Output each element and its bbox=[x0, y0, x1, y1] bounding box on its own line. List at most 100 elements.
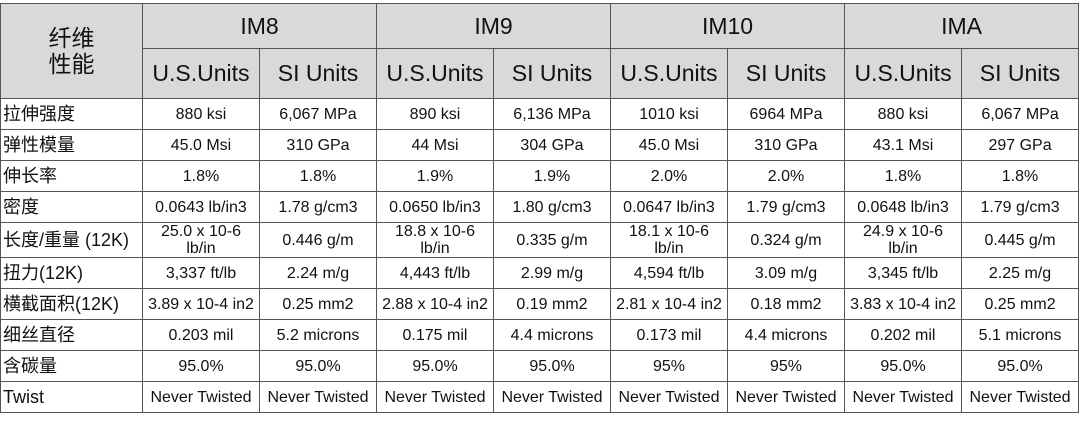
cell: 1.79 g/cm3 bbox=[726, 191, 846, 223]
unit-header: SI Units bbox=[493, 48, 611, 99]
cell: 0.173 mil bbox=[610, 319, 728, 351]
cell: 95.0% bbox=[493, 350, 611, 382]
data-row: 细丝直径 0.203 mil 5.2 microns 0.175 mil 4.4 mic… bbox=[0, 319, 1080, 351]
cell: 0.18 mm2 bbox=[726, 288, 846, 320]
cell: Never Twisted bbox=[961, 381, 1080, 413]
row-label: 细丝直径 bbox=[0, 319, 143, 351]
cell: 0.324 g/m bbox=[726, 222, 846, 258]
cell: 95% bbox=[726, 350, 846, 382]
cell: 4,594 ft/lb bbox=[610, 257, 728, 289]
data-row: 伸长率 1.8% 1.8% 1.9% 1.9% 2.0% 2.0% 1.8% 1.8% bbox=[0, 160, 1080, 192]
fiber-name: IM9 bbox=[376, 3, 611, 49]
cell: 95.0% bbox=[259, 350, 377, 382]
cell: 5.2 microns bbox=[259, 319, 377, 351]
cell: 0.445 g/m bbox=[961, 222, 1080, 258]
cell: 2.99 m/g bbox=[493, 257, 611, 289]
unit-header: SI Units bbox=[259, 48, 377, 99]
cell: 6,067 MPa bbox=[259, 98, 377, 130]
cell: 95.0% bbox=[376, 350, 494, 382]
table-header: 纤维 性能 IM8 IM9 IM10 IMA U.S.Units SI Units U.S.Un… bbox=[0, 3, 1080, 99]
property-header: 纤维 性能 bbox=[0, 3, 143, 99]
cell: Never Twisted bbox=[844, 381, 963, 413]
cell: 1.9% bbox=[493, 160, 611, 192]
cell: 304 GPa bbox=[493, 129, 611, 161]
fiber-name: IM10 bbox=[609, 3, 846, 49]
data-row: 横截面积(12K) 3.89 x 10-4 in2 0.25 mm2 2.88 x 1… bbox=[0, 288, 1080, 320]
row-label: 扭力(12K) bbox=[0, 257, 143, 289]
cell: 1.8% bbox=[259, 160, 377, 192]
cell: 3,345 ft/lb bbox=[844, 257, 963, 289]
unit-header: SI Units bbox=[961, 48, 1080, 99]
cell: 310 GPa bbox=[726, 129, 846, 161]
cell: Never Twisted bbox=[376, 381, 494, 413]
property-header-line: 性能 bbox=[48, 51, 95, 77]
cell: 1.80 g/cm3 bbox=[493, 191, 611, 223]
cell: 0.0643 lb/in3 bbox=[142, 191, 260, 223]
unit-header: U.S.Units bbox=[610, 48, 728, 99]
data-row: 弹性模量 45.0 Msi 310 GPa 44 Msi 304 GPa 45.0 Msi… bbox=[0, 129, 1080, 161]
row-label: 横截面积(12K) bbox=[0, 288, 143, 320]
fiber-name: IM8 bbox=[142, 3, 377, 49]
cell: 3.09 m/g bbox=[726, 257, 846, 289]
cell: 890 ksi bbox=[376, 98, 494, 130]
cell: 1.8% bbox=[142, 160, 260, 192]
fiber-name: IMA bbox=[844, 3, 1080, 49]
cell: 310 GPa bbox=[259, 129, 377, 161]
cell: Never Twisted bbox=[493, 381, 611, 413]
cell: 1.79 g/cm3 bbox=[961, 191, 1080, 223]
row-label: 密度 bbox=[0, 191, 143, 223]
cell: 18.1 x 10-6 lb/in bbox=[610, 222, 728, 258]
cell: 95.0% bbox=[961, 350, 1080, 382]
unit-header: U.S.Units bbox=[142, 48, 260, 99]
page: {"table": { "property_label": ["纤维", "性能… bbox=[0, 3, 1080, 428]
data-row: 密度 0.0643 lb/in3 1.78 g/cm3 0.0650 lb/in3 1.… bbox=[0, 191, 1080, 223]
row-label: 长度/重量 (12K) bbox=[0, 222, 143, 258]
cell: 1.8% bbox=[844, 160, 963, 192]
cell: 0.0650 lb/in3 bbox=[376, 191, 494, 223]
units-row: U.S.Units SI Units U.S.Units SI Units U.S.Un… bbox=[1, 48, 1080, 99]
cell: 43.1 Msi bbox=[844, 129, 963, 161]
cell: 0.19 mm2 bbox=[493, 288, 611, 320]
cell: 24.9 x 10-6 lb/in bbox=[844, 222, 963, 258]
cell: Never Twisted bbox=[259, 381, 377, 413]
cell: 0.0647 lb/in3 bbox=[610, 191, 728, 223]
cell: 4.4 microns bbox=[726, 319, 846, 351]
cell: 3.89 x 10-4 in2 bbox=[142, 288, 260, 320]
cell: 95.0% bbox=[844, 350, 963, 382]
cell: 0.25 mm2 bbox=[961, 288, 1080, 320]
cell: 6964 MPa bbox=[726, 98, 846, 130]
cell: 0.446 g/m bbox=[259, 222, 377, 258]
cell: 0.0648 lb/in3 bbox=[844, 191, 963, 223]
cell: Never Twisted bbox=[142, 381, 260, 413]
cell: 1.9% bbox=[376, 160, 494, 192]
cell: 1.8% bbox=[961, 160, 1080, 192]
data-row: 扭力(12K) 3,337 ft/lb 2.24 m/g 4,443 ft/lb 2.9… bbox=[0, 257, 1080, 289]
cell: 0.203 mil bbox=[142, 319, 260, 351]
cell: 3.83 x 10-4 in2 bbox=[844, 288, 963, 320]
cell: 2.88 x 10-4 in2 bbox=[376, 288, 494, 320]
cell: 880 ksi bbox=[844, 98, 963, 130]
row-label: Twist bbox=[0, 381, 143, 413]
cell: 45.0 Msi bbox=[610, 129, 728, 161]
cell: 0.25 mm2 bbox=[259, 288, 377, 320]
cell: 18.8 x 10-6 lb/in bbox=[376, 222, 494, 258]
data-row: 长度/重量 (12K) 25.0 x 10-6 lb/in 0.446 g/m 18.… bbox=[0, 222, 1080, 258]
cell: 95% bbox=[610, 350, 728, 382]
data-row: 含碳量 95.0% 95.0% 95.0% 95.0% 95% 95% 95.0% 95.0% bbox=[0, 350, 1080, 382]
property-header-line: 纤维 bbox=[48, 25, 95, 51]
unit-header: SI Units bbox=[726, 48, 846, 99]
cell: 95.0% bbox=[142, 350, 260, 382]
data-row: Twist Never Twisted Never Twisted Never Twi… bbox=[0, 381, 1080, 413]
cell: 880 ksi bbox=[142, 98, 260, 130]
cell: 44 Msi bbox=[376, 129, 494, 161]
cell: 2.25 m/g bbox=[961, 257, 1080, 289]
data-row: 拉伸强度 880 ksi 6,067 MPa 890 ksi 6,136 MPa 1010… bbox=[0, 98, 1080, 130]
cell: 2.81 x 10-4 in2 bbox=[610, 288, 728, 320]
cell: 0.335 g/m bbox=[493, 222, 611, 258]
table-body: 拉伸强度 880 ksi 6,067 MPa 890 ksi 6,136 MPa 1010… bbox=[0, 98, 1080, 413]
cell: 45.0 Msi bbox=[142, 129, 260, 161]
cell: 2.24 m/g bbox=[259, 257, 377, 289]
cell: 1.78 g/cm3 bbox=[259, 191, 377, 223]
cell: 1010 ksi bbox=[610, 98, 728, 130]
cell: 0.175 mil bbox=[376, 319, 494, 351]
